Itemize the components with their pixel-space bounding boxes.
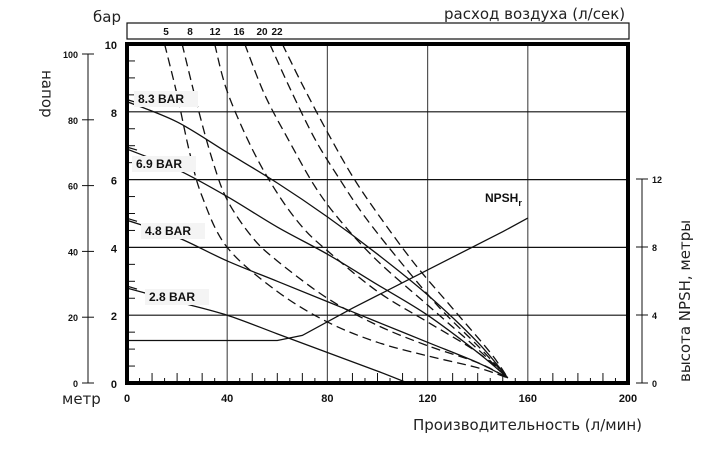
x-tick-label: 80: [321, 393, 333, 405]
x-axis-labels: 0 40 80 120 160 200: [124, 393, 637, 405]
grid: [127, 44, 628, 383]
bar-tick-label: 10: [105, 40, 117, 52]
curve-label-bg: [141, 223, 205, 239]
bar-tick-label: 4: [111, 243, 118, 255]
meter-unit-label: метр: [62, 390, 101, 408]
x-axis-title: Производительность (л/мин): [413, 416, 642, 434]
meter-tick-label: 40: [68, 247, 78, 257]
npsh-curve-label: NPSHr: [485, 191, 522, 208]
x-tick-label: 0: [124, 393, 130, 405]
meter-axis-ticks: 0 20 40 60 80 100: [63, 50, 94, 389]
x-tick-label: 120: [418, 393, 436, 405]
curve-label-bg: [134, 91, 198, 107]
x-tick-label: 200: [619, 393, 637, 405]
plot-frame: [125, 42, 630, 385]
npsh-tick-label: 0: [652, 379, 657, 389]
meter-tick-label: 80: [68, 116, 78, 126]
curve-air-16-: [244, 43, 509, 379]
curve-air-22-: [281, 43, 509, 379]
air-flow-tick-label: 22: [271, 27, 283, 38]
npsh-axis-title: высота NPSH, метры: [676, 220, 694, 382]
air-flow-tick-label: 20: [256, 27, 268, 38]
npsh-tick-label: 8: [652, 243, 657, 253]
bar-tick-label: 8: [111, 108, 117, 120]
curve-label: 8.3 BAR: [138, 92, 184, 106]
curve-label-bg: [145, 289, 209, 305]
curve-8-3-bar: [126, 101, 509, 379]
npsh-tick-label: 4: [652, 311, 657, 321]
curve-air-20-: [269, 43, 509, 379]
x-tick-label: 160: [519, 393, 537, 405]
curve-label: 2.8 BAR: [149, 290, 195, 304]
curve-labels: 8.3 BAR 6.9 BAR 4.8 BAR 2.8 BAR NPSHr: [132, 91, 522, 305]
meter-axis-title: напор: [38, 70, 56, 118]
curve-4-8-bar: [126, 219, 509, 379]
x-tick-label: 40: [221, 393, 233, 405]
meter-tick-label: 100: [63, 50, 78, 60]
bar-tick-label: 0: [111, 379, 117, 391]
curve-air-5-: [163, 43, 508, 379]
air-flow-axis-title: расход воздуха (л/сек): [444, 5, 625, 23]
air-flow-tick-labels: 5 8 12 16 20 22: [163, 27, 283, 38]
curve-air-8-: [181, 43, 509, 379]
curve-label-bg: [132, 156, 196, 172]
air-flow-tick-label: 12: [209, 27, 221, 38]
curve-label: 4.8 BAR: [145, 224, 191, 238]
air-flow-tick-label: 16: [233, 27, 245, 38]
bar-tick-label: 6: [111, 176, 117, 188]
npsh-tick-label: 12: [652, 175, 662, 185]
curve-6-9-bar: [126, 148, 509, 379]
curve-label: 6.9 BAR: [136, 157, 182, 171]
minor-ticks: [127, 60, 616, 383]
bar-axis-title: бар: [93, 8, 121, 26]
air-flow-tick-label: 8: [187, 27, 193, 38]
meter-tick-label: 0: [73, 379, 78, 389]
meter-tick-label: 60: [68, 182, 78, 192]
meter-tick-label: 20: [68, 313, 78, 323]
air-flow-band: [126, 22, 630, 40]
npsh-axis-ticks: 0 4 8 12: [636, 175, 662, 389]
air-flow-tick-label: 5: [163, 27, 169, 38]
bar-axis-labels: 0 2 4 6 8 10: [105, 40, 118, 391]
bar-tick-label: 2: [111, 311, 117, 323]
